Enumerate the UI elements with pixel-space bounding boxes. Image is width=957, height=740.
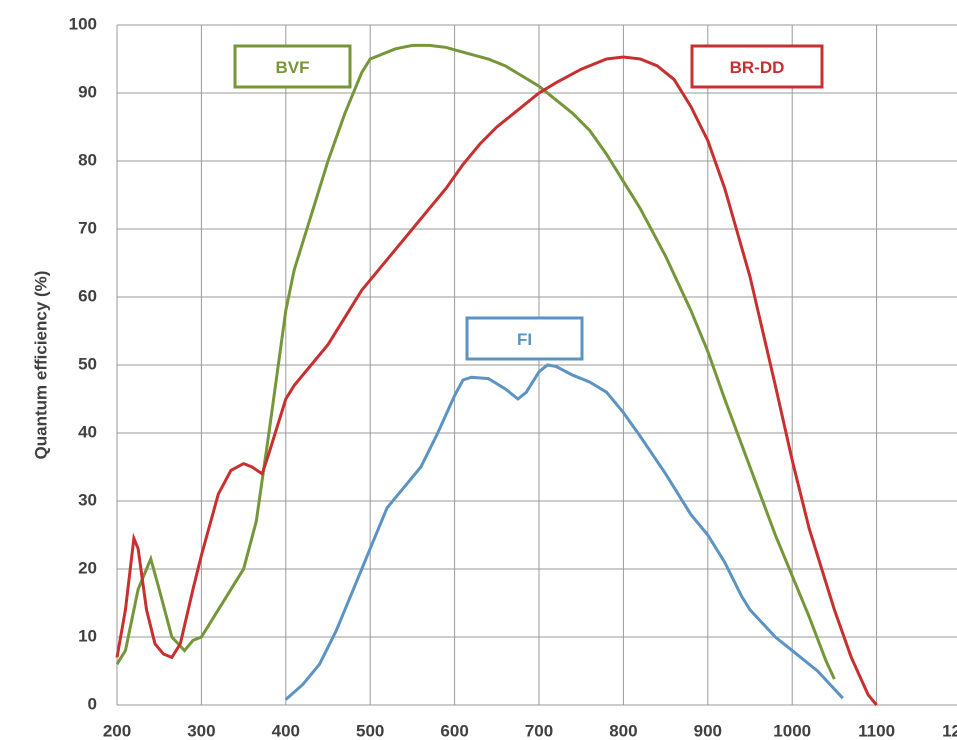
y-tick-label: 90 bbox=[78, 82, 97, 101]
x-tick-label: 1000 bbox=[773, 721, 811, 740]
y-tick-label: 70 bbox=[78, 218, 97, 237]
legend-box bbox=[465, 316, 584, 361]
series-line bbox=[284, 363, 844, 701]
y-tick-label: 40 bbox=[78, 422, 97, 441]
x-tick-label: 900 bbox=[694, 721, 722, 740]
y-tick-label: 0 bbox=[88, 694, 97, 713]
y-tick-label: 10 bbox=[78, 626, 97, 645]
legend-label: BVF bbox=[276, 58, 310, 77]
x-tick-label: 700 bbox=[525, 721, 553, 740]
y-tick-label: 30 bbox=[78, 490, 97, 509]
x-tick-label: 600 bbox=[440, 721, 468, 740]
x-tick-label: 300 bbox=[187, 721, 215, 740]
y-tick-label: 60 bbox=[78, 286, 97, 305]
series-line bbox=[115, 55, 878, 706]
y-tick-label: 100 bbox=[69, 14, 97, 33]
x-tick-label: 1100 bbox=[858, 721, 895, 740]
series-line bbox=[115, 43, 836, 680]
legend-label: BR-DD bbox=[730, 58, 785, 77]
legend-box bbox=[690, 44, 824, 89]
x-tick-label: 400 bbox=[272, 721, 300, 740]
y-axis-label: Quantum efficiency (%) bbox=[31, 271, 50, 460]
legend-box bbox=[233, 44, 352, 89]
legend-label: FI bbox=[517, 330, 532, 349]
x-tick-label: 1200 bbox=[942, 721, 957, 740]
x-tick-label: 800 bbox=[609, 721, 637, 740]
y-tick-label: 20 bbox=[78, 558, 97, 577]
x-tick-label: 500 bbox=[356, 721, 384, 740]
x-tick-label: 200 bbox=[103, 721, 131, 740]
y-tick-label: 50 bbox=[78, 354, 97, 373]
y-tick-label: 80 bbox=[78, 150, 97, 169]
